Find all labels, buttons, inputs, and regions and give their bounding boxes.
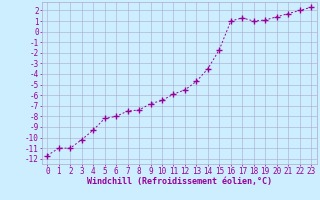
X-axis label: Windchill (Refroidissement éolien,°C): Windchill (Refroidissement éolien,°C) bbox=[87, 177, 272, 186]
